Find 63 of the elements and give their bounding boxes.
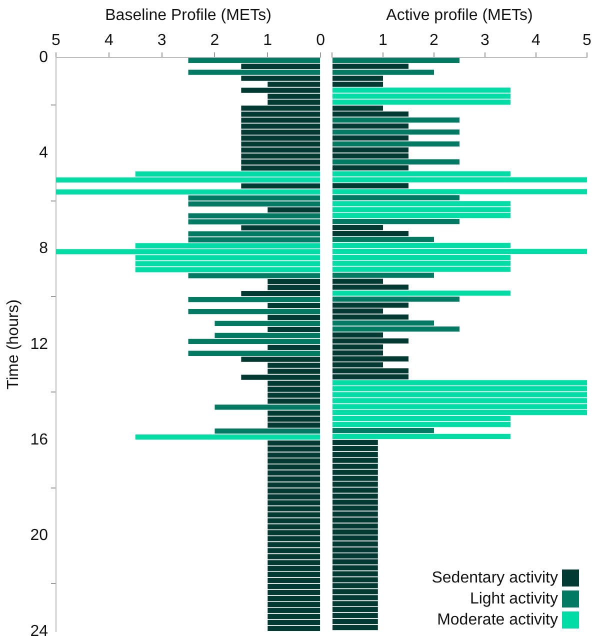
y-tick-label: 4 bbox=[39, 144, 48, 162]
x-tick-label: 4 bbox=[532, 32, 541, 50]
bar bbox=[332, 135, 408, 141]
bar bbox=[188, 58, 320, 63]
bar bbox=[332, 236, 434, 242]
bar bbox=[188, 273, 320, 278]
bar bbox=[332, 159, 460, 164]
bar bbox=[332, 129, 460, 135]
bar bbox=[332, 434, 510, 440]
x-tick-label: 3 bbox=[157, 32, 166, 50]
bar bbox=[268, 344, 320, 350]
bar bbox=[241, 183, 320, 189]
bar bbox=[332, 296, 460, 302]
bar bbox=[268, 302, 320, 308]
x-tick-label: 3 bbox=[480, 32, 490, 50]
x-tick-label: 2 bbox=[210, 32, 220, 50]
bar bbox=[188, 70, 320, 75]
x-tick-label: 5 bbox=[582, 32, 592, 50]
legend-label: Light activity bbox=[470, 590, 558, 608]
y-tick-label: 24 bbox=[30, 622, 48, 640]
bar bbox=[332, 64, 408, 69]
bar bbox=[332, 189, 587, 194]
bar bbox=[332, 58, 460, 63]
bar bbox=[332, 123, 408, 129]
bar bbox=[214, 320, 320, 326]
bar bbox=[268, 207, 320, 212]
x-axis-title: Baseline Profile (METs) bbox=[105, 7, 272, 24]
legend-label: Sedentary activity bbox=[432, 569, 558, 586]
x-tick-label: 2 bbox=[430, 32, 439, 50]
bar bbox=[332, 70, 434, 75]
bar bbox=[214, 428, 320, 434]
bar bbox=[332, 272, 434, 278]
x-axis-title: Active profile (METs) bbox=[386, 7, 533, 24]
bar bbox=[332, 290, 510, 296]
x-tick-label: 4 bbox=[104, 32, 114, 50]
legend-label: Moderate activity bbox=[437, 611, 558, 628]
x-tick-label: 5 bbox=[52, 32, 61, 50]
y-tick-label: 20 bbox=[30, 527, 48, 544]
bar bbox=[332, 165, 408, 170]
y-tick-label: 0 bbox=[39, 48, 48, 66]
bar bbox=[268, 314, 320, 320]
bar bbox=[241, 225, 320, 230]
y-tick-label: 8 bbox=[39, 240, 48, 258]
x-tick-label: 1 bbox=[263, 32, 272, 50]
y-axis-title: Time (hours) bbox=[5, 299, 22, 390]
bar bbox=[241, 64, 320, 69]
bar bbox=[135, 434, 320, 440]
bar bbox=[332, 219, 460, 224]
bar bbox=[332, 195, 460, 200]
bar bbox=[268, 326, 320, 332]
x-tick-label: 1 bbox=[378, 32, 388, 50]
bar bbox=[332, 428, 434, 434]
bar bbox=[56, 189, 320, 195]
bar bbox=[332, 183, 408, 188]
bar bbox=[332, 141, 460, 147]
bar bbox=[332, 118, 460, 123]
y-tick-label: 16 bbox=[30, 431, 48, 448]
x-tick-label: 0 bbox=[316, 32, 326, 50]
y-tick-label: 12 bbox=[30, 336, 48, 353]
bar bbox=[188, 308, 320, 314]
bar bbox=[188, 296, 320, 302]
bar bbox=[214, 404, 320, 410]
bar bbox=[188, 350, 320, 356]
